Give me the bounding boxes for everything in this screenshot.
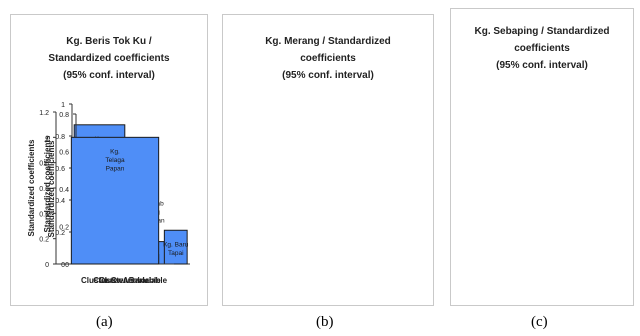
y-axis-title: Standardized coefficients [43,135,52,232]
y-tick-label: 1.2 [39,110,49,117]
y-tick-label: 0.8 [39,161,49,168]
panel-b-frame: Kg. Merang / Standardized coefficients (… [47,14,434,306]
panel-b-caption: (b) [316,314,334,330]
bar-category-label: Kg. Telaga Papan [105,148,125,172]
x-axis-title: Cluster C variable [81,276,150,285]
y-tick-label: 1 [61,102,65,109]
panel-b-title: Kg. Merang / Standardized coefficients (… [223,33,433,84]
y-tick-label: 1 [45,135,49,142]
panel-a-title-line-1: Kg. Beris Tok Ku / [66,36,152,47]
y-tick-label: 0.6 [55,166,65,173]
y-tick-label: 0 [45,262,49,269]
panel-b-title-line-1: Kg. Merang / Standardized [265,36,391,47]
panel-c-caption: (c) [531,314,548,330]
y-tick-label: 0 [65,262,69,269]
panel-c-frame: Kg. Sebaping / Standardized coefficients… [27,8,634,306]
x-axis-title: Cluster B variable [99,276,168,285]
panel-c-title-line-3: (95% conf. interval) [496,60,588,71]
y-tick-label: 0.8 [55,134,65,141]
bar-category-label-line: Kg. Baru [163,241,189,248]
bar [163,229,188,265]
x-axis-title: Cluster A variable [93,276,161,285]
y-tick-label: 0.2 [55,230,65,237]
panel-c-title-line-2: coefficients [514,43,570,54]
panel-b-title-line-3: (95% conf. interval) [282,70,374,81]
y-tick-label: 0.4 [59,187,69,194]
y-tick-label: 0.8 [59,112,69,119]
bar-category-label-line: Papan [106,165,125,172]
bar-category-label-line: Telaga [105,157,125,164]
bar [70,136,160,265]
panel-a-title-line-2: Standardized coefficients [48,53,170,64]
panel-c-title-line-1: Kg. Sebaping / Standardized [474,26,610,37]
panel-c-title: Kg. Sebaping / Standardized coefficients… [451,23,633,74]
bar-category-label-line: Tapai [168,250,184,257]
y-tick-label: 0.6 [39,186,49,193]
panel-a-caption: (a) [96,314,113,330]
y-tick-label: 0.4 [55,198,65,205]
y-tick-label: 0.2 [39,237,49,244]
y-tick-label: 0.2 [59,225,69,232]
bar-category-label: Kg. Baru Tapai [163,241,189,257]
panel-a-title-line-3: (95% conf. interval) [63,70,155,81]
bar-category-label-line: Kg. [110,148,120,155]
panel-a-title: Kg. Beris Tok Ku / Standardized coeffici… [11,33,207,84]
y-tick-label: 0.4 [39,211,49,218]
y-axis-title: Standardized coefficients [47,140,56,237]
y-tick-label: 0 [61,262,65,269]
panel-b-title-line-2: coefficients [300,53,356,64]
y-axis-title: Standardized coefficients [27,139,36,236]
y-tick-label: 0.6 [59,150,69,157]
